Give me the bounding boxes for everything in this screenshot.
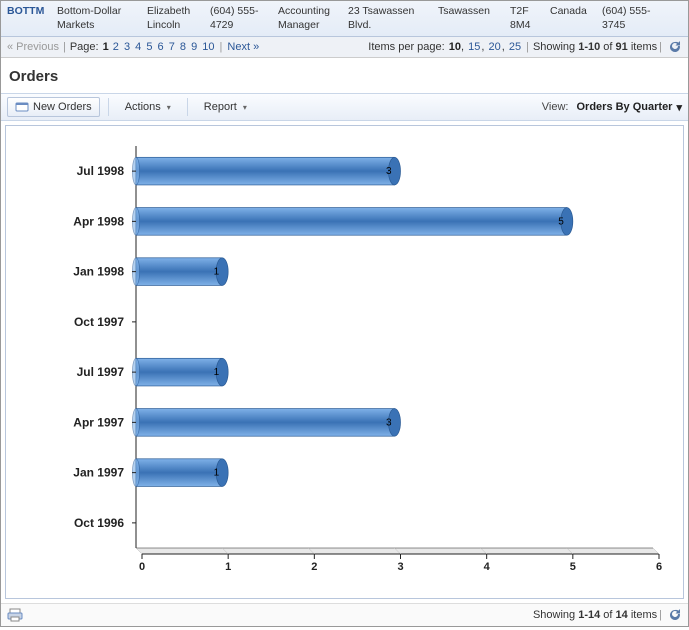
pager-page-link[interactable]: 5 xyxy=(146,41,152,53)
actions-label: Actions xyxy=(125,101,161,113)
orders-chart: 0 1 2 3 4 5 6 Jul 1998 3 Apr 1998 5 Jan 1998 1 Oct 19… xyxy=(5,125,684,599)
record-address: 23 Tsawassen Blvd. xyxy=(348,5,430,32)
report-label: Report xyxy=(204,101,237,113)
svg-text:Jul 1997: Jul 1997 xyxy=(77,365,125,379)
record-code[interactable]: BOTTM xyxy=(7,5,49,19)
record-company: Bottom-Dollar Markets xyxy=(57,5,139,32)
svg-text:1: 1 xyxy=(214,267,220,278)
pager: « Previous | Page: 1 2 3 4 5 6 7 8 9 10 … xyxy=(1,37,688,58)
ipp-link[interactable]: 20 xyxy=(488,41,500,53)
items-per-page-options: 10, 15, 20, 25 xyxy=(449,41,522,53)
refresh-icon[interactable] xyxy=(668,608,682,622)
report-dropdown[interactable]: Report ▾ xyxy=(196,97,255,117)
print-button[interactable] xyxy=(7,608,23,622)
svg-text:3: 3 xyxy=(386,418,392,429)
pager-page-link[interactable]: 9 xyxy=(191,41,197,53)
pager-page-link[interactable]: 8 xyxy=(180,41,186,53)
record-phone: (604) 555-4729 xyxy=(210,5,270,32)
record-postal: T2F 8M4 xyxy=(510,5,542,32)
view-label: View: xyxy=(542,101,569,113)
svg-text:Apr 1997: Apr 1997 xyxy=(73,416,124,430)
svg-text:2: 2 xyxy=(311,561,317,573)
record-country: Canada xyxy=(550,5,594,19)
refresh-icon[interactable] xyxy=(668,40,682,54)
print-icon xyxy=(7,608,23,622)
actions-dropdown[interactable]: Actions ▾ xyxy=(117,97,179,117)
chevron-down-icon: ▾ xyxy=(676,101,682,114)
showing-text: Showing 1-10 of 91 items xyxy=(533,41,657,53)
toolbar: New Orders Actions ▾ Report ▾ View: Orde… xyxy=(1,93,688,121)
pager-page-link[interactable]: 7 xyxy=(169,41,175,53)
pager-page-link[interactable]: 2 xyxy=(113,41,119,53)
new-orders-button[interactable]: New Orders xyxy=(7,97,100,117)
pager-page-current: 1 xyxy=(103,41,109,53)
pager-prev: « Previous xyxy=(7,41,59,53)
ipp-current: 10 xyxy=(449,41,461,53)
new-icon xyxy=(15,101,29,113)
svg-text:3: 3 xyxy=(386,166,392,177)
ipp-link[interactable]: 25 xyxy=(509,41,521,53)
svg-text:Jan 1997: Jan 1997 xyxy=(73,466,124,480)
pager-page-link[interactable]: 3 xyxy=(124,41,130,53)
chevron-down-icon: ▾ xyxy=(167,103,171,112)
view-value: Orders By Quarter xyxy=(576,101,672,113)
pager-next[interactable]: Next » xyxy=(227,41,259,53)
pager-page-link[interactable]: 6 xyxy=(158,41,164,53)
svg-text:0: 0 xyxy=(139,561,145,573)
svg-text:1: 1 xyxy=(214,468,220,479)
section-title: Orders xyxy=(1,58,688,93)
svg-text:Oct 1997: Oct 1997 xyxy=(74,315,124,329)
chevron-down-icon: ▾ xyxy=(243,103,247,112)
view-select[interactable]: Orders By Quarter ▾ xyxy=(576,101,682,114)
pager-page-label: Page: xyxy=(70,41,99,53)
pager-page-link[interactable]: 4 xyxy=(135,41,141,53)
footer: Showing 1-14 of 14 items | xyxy=(1,603,688,626)
svg-text:6: 6 xyxy=(656,561,662,573)
svg-text:1: 1 xyxy=(214,367,220,378)
svg-text:5: 5 xyxy=(570,561,576,573)
record-city: Tsawassen xyxy=(438,5,502,19)
svg-text:Oct 1996: Oct 1996 xyxy=(74,516,124,530)
pager-pages: 1 2 3 4 5 6 7 8 9 10 xyxy=(103,41,216,53)
svg-text:5: 5 xyxy=(558,217,564,228)
ipp-link[interactable]: 15 xyxy=(468,41,480,53)
svg-text:Apr 1998: Apr 1998 xyxy=(73,215,124,229)
record-title: Accounting Manager xyxy=(278,5,340,32)
new-orders-label: New Orders xyxy=(33,101,92,113)
record-fax: (604) 555-3745 xyxy=(602,5,662,32)
svg-text:3: 3 xyxy=(397,561,403,573)
footer-showing: Showing 1-14 of 14 items xyxy=(533,609,657,621)
pager-page-link[interactable]: 10 xyxy=(202,41,214,53)
record-contact: Elizabeth Lincoln xyxy=(147,5,202,32)
svg-text:Jan 1998: Jan 1998 xyxy=(73,265,124,279)
svg-text:1: 1 xyxy=(225,561,231,573)
record-row: BOTTM Bottom-Dollar Markets Elizabeth Li… xyxy=(1,1,688,37)
svg-text:4: 4 xyxy=(484,561,491,573)
items-per-page-label: Items per page: xyxy=(368,41,444,53)
svg-text:Jul 1998: Jul 1998 xyxy=(77,164,125,178)
